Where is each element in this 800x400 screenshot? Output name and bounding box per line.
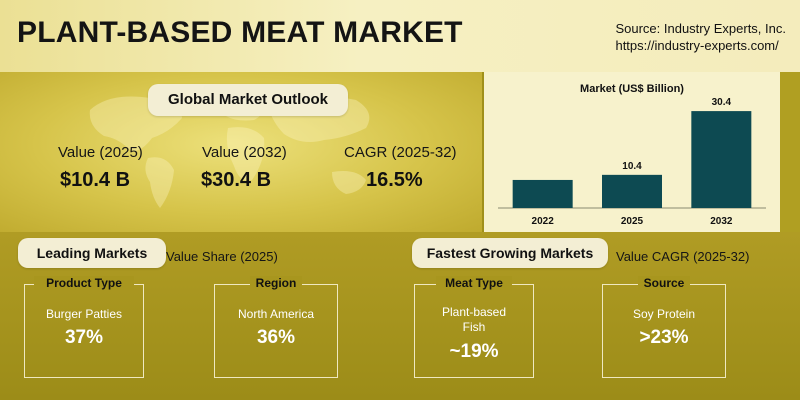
product-type-card: Burger Patties 37%: [24, 284, 144, 378]
source-credit: Source: Industry Experts, Inc. https://i…: [615, 20, 786, 54]
chart-bar-2025: [602, 174, 662, 208]
kpi-value-2032: $30.4 B: [201, 169, 272, 191]
fastest-markets-label: Fastest Growing Markets: [412, 238, 608, 268]
market-chart-panel: Market (US$ Billion) 2022 10.4 2025 30.4 203…: [484, 72, 780, 232]
card-item-label: Plant-based Fish: [441, 305, 507, 334]
chart-tick-label-2025: 2025: [621, 216, 644, 227]
market-outlook-panel: Global Market Outlook Value (2025) $10.4…: [0, 72, 482, 232]
side-strip: [780, 72, 800, 232]
market-bar-chart: Market (US$ Billion) 2022 10.4 2025 30.4 203…: [498, 83, 766, 227]
header: PLANT-BASED MEAT MARKET Source: Industry…: [0, 0, 800, 72]
outlook-label: Global Market Outlook: [148, 84, 348, 116]
source-name: Source: Industry Experts, Inc.: [615, 21, 786, 36]
card-value: ~19%: [449, 341, 499, 362]
source-url: https://industry-experts.com/: [615, 38, 779, 53]
chart-title: Market (US$ Billion): [580, 83, 684, 95]
kpi-value-2025: $10.4 B: [60, 169, 131, 191]
kpi-label-cagr: CAGR (2025-32): [344, 144, 457, 161]
kpi-value-cagr: 16.5%: [366, 169, 423, 191]
card-value: 36%: [256, 327, 296, 348]
chart-value-label-2032: 30.4: [712, 97, 732, 108]
fastest-markets-sublabel: Value CAGR (2025-32): [616, 249, 750, 264]
leading-markets-label: Leading Markets: [18, 238, 166, 268]
card-heading: Region: [250, 276, 302, 290]
chart-tick-label-2032: 2032: [710, 216, 733, 227]
chart-bar-2032: [691, 111, 752, 208]
card-heading: Meat Type: [436, 276, 512, 290]
card-heading: Product Type: [34, 276, 134, 290]
kpi-label-value-2032: Value (2032): [202, 144, 287, 161]
region-card: North America 36%: [214, 284, 338, 378]
card-heading: Source: [638, 276, 690, 290]
markets-section: Leading Markets Value Share (2025) Faste…: [0, 232, 800, 400]
source-card: Soy Protein >23%: [602, 284, 726, 378]
chart-bar-2022: [512, 179, 573, 208]
card-item-label: Burger Patties: [45, 307, 123, 321]
page-title: PLANT-BASED MEAT MARKET: [17, 16, 463, 49]
card-value: >23%: [639, 327, 689, 348]
card-value: 37%: [64, 327, 104, 348]
chart-value-label-2025: 10.4: [622, 161, 642, 172]
meat-type-card: Plant-based Fish ~19%: [414, 284, 534, 378]
chart-tick-label-2022: 2022: [532, 216, 555, 227]
card-item-label: North America: [237, 307, 315, 321]
leading-markets-sublabel: Value Share (2025): [166, 249, 278, 264]
card-item-label: Soy Protein: [632, 307, 696, 321]
kpi-label-value-2025: Value (2025): [58, 144, 143, 161]
